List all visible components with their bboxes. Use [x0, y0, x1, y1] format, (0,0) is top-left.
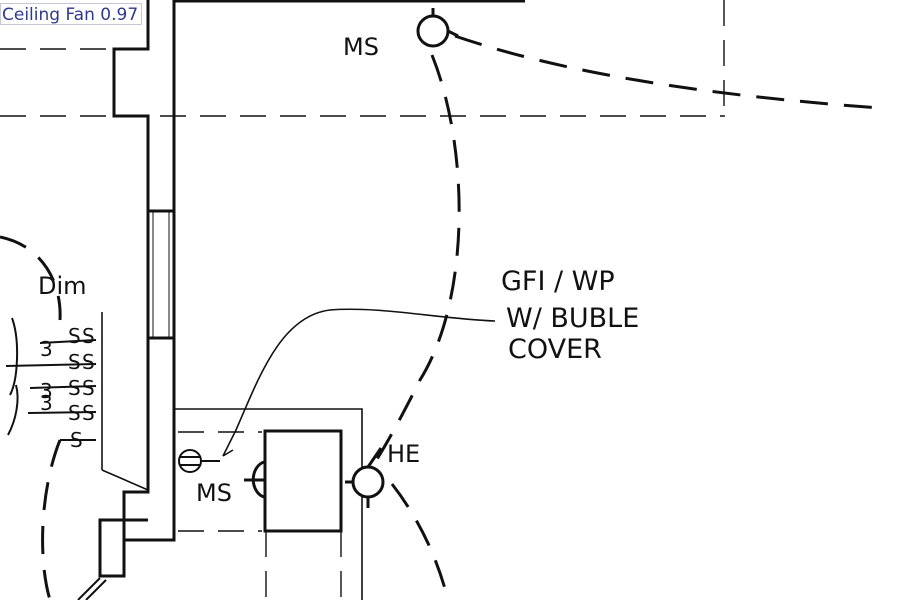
wall-fixture-ms [244, 460, 265, 499]
detection-class: Ceiling Fan [2, 5, 95, 25]
switch-symbol: S [82, 324, 95, 348]
switch-symbol: S [68, 324, 81, 348]
switch-symbol: S [68, 401, 81, 425]
detection-score: 0.97 [100, 5, 139, 25]
ms-label-top: MS [343, 33, 379, 61]
gfi-note-line3: COVER [508, 334, 602, 365]
ms-label-bottom: MS [196, 479, 232, 507]
switch-count: 3 [40, 391, 53, 415]
switch-symbol: S [82, 350, 95, 374]
switch-symbol: S [70, 428, 83, 452]
window-in-wall [152, 211, 170, 338]
gfi-leader-arrow [222, 449, 234, 457]
switch-symbol: S [68, 376, 81, 400]
switch-legs [5, 317, 97, 441]
gfi-receptacle-icon [178, 449, 220, 473]
switch-symbol: S [82, 376, 95, 400]
switch-symbol: S [68, 350, 81, 374]
interior-box [101, 312, 363, 600]
detection-label: Ceiling Fan 0.97 [0, 3, 143, 25]
switch-group: 3 S S S S 3 S S 3 S S S [40, 324, 95, 452]
he-label: HE [387, 440, 420, 468]
appliance-unit [263, 429, 343, 533]
stair-hatch [77, 577, 107, 601]
switch-count: 3 [40, 379, 53, 403]
exterior-wall [98, 0, 176, 578]
gfi-note-line2: W/ BUBLE [506, 303, 639, 334]
dim-label: Dim [38, 272, 87, 300]
gfi-leader-line [222, 308, 496, 457]
switch-symbol: S [82, 401, 95, 425]
door-swing-arcs [0, 34, 881, 601]
gfi-note-line1: GFI / WP [501, 266, 615, 297]
ceiling-fixture-top [416, 8, 459, 48]
switch-count: 3 [40, 337, 53, 361]
light-fixture-he [345, 447, 385, 508]
